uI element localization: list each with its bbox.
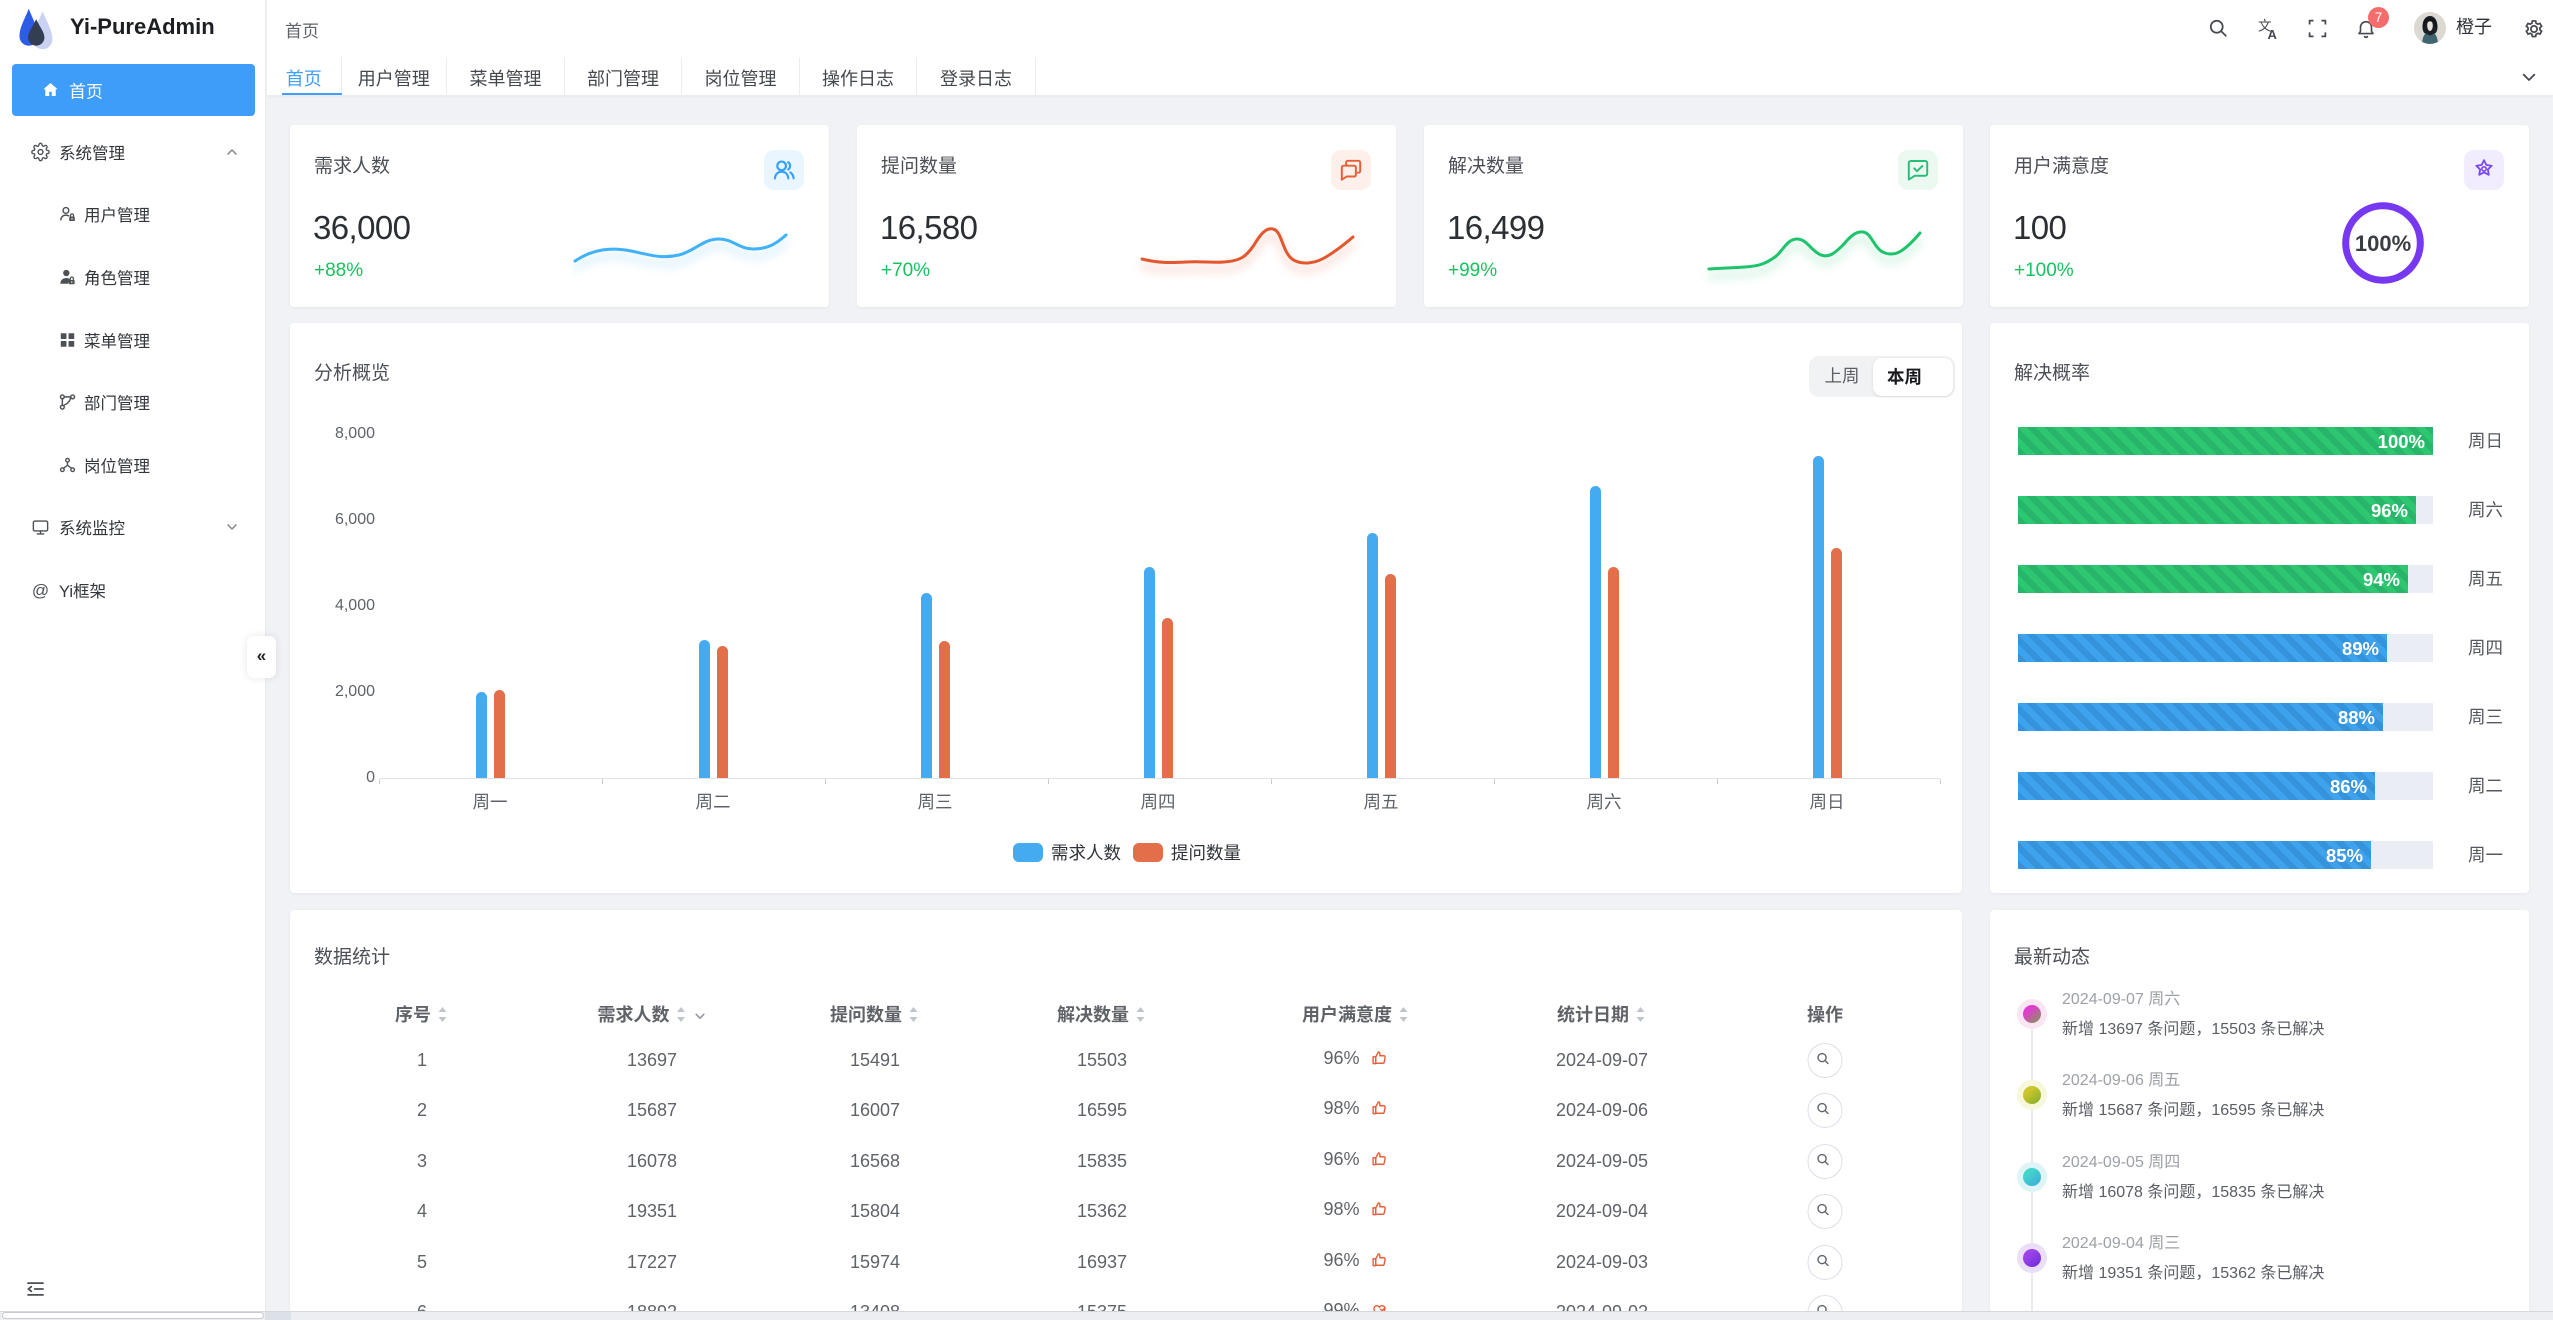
svg-text:A: A xyxy=(2268,27,2278,41)
svg-text:@: @ xyxy=(32,581,49,600)
svg-text:文: 文 xyxy=(2258,17,2272,35)
svg-text:100%: 100% xyxy=(2355,231,2411,256)
